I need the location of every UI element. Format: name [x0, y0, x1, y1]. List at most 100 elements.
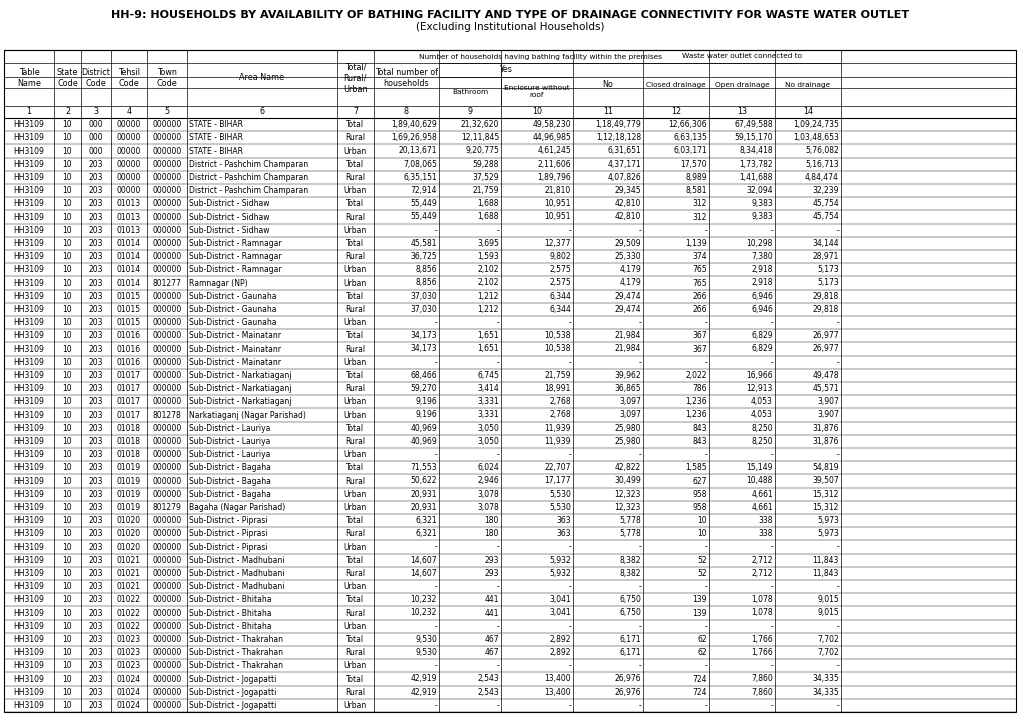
Text: 1,688: 1,688: [477, 199, 498, 208]
Text: 00000: 00000: [117, 120, 141, 129]
Text: District - Pashchim Champaran: District - Pashchim Champaran: [189, 186, 308, 195]
Text: 363: 363: [555, 516, 571, 525]
Text: 203: 203: [89, 344, 103, 354]
Text: 2,892: 2,892: [549, 635, 571, 644]
Text: -: -: [638, 701, 640, 710]
Text: -: -: [568, 661, 571, 670]
Text: 9,383: 9,383: [751, 212, 772, 222]
Text: Total: Total: [346, 556, 364, 564]
Text: 10: 10: [62, 582, 72, 591]
Text: 786: 786: [692, 384, 706, 393]
Text: Total: Total: [346, 463, 364, 472]
Text: 10,298: 10,298: [746, 239, 772, 248]
Text: 49,478: 49,478: [811, 371, 839, 380]
Text: 203: 203: [89, 371, 103, 380]
Text: Waste water outlet connected to: Waste water outlet connected to: [682, 53, 801, 60]
Text: 21,759: 21,759: [544, 371, 571, 380]
Text: 8: 8: [404, 107, 409, 117]
Text: 3,050: 3,050: [477, 423, 498, 433]
Text: 10: 10: [62, 384, 72, 393]
Text: 13: 13: [737, 107, 746, 117]
Text: HH3109: HH3109: [13, 358, 45, 366]
Text: 9,802: 9,802: [549, 252, 571, 261]
Text: 2,102: 2,102: [477, 265, 498, 274]
Text: 5,530: 5,530: [548, 503, 571, 512]
Text: 203: 203: [89, 186, 103, 195]
Text: Sub-District - Narkatiaganj: Sub-District - Narkatiaganj: [189, 384, 291, 393]
Text: 50,622: 50,622: [410, 477, 436, 485]
Text: Number of households having bathing facility within the premises: Number of households having bathing faci…: [419, 53, 662, 60]
Text: 203: 203: [89, 661, 103, 670]
Text: HH3109: HH3109: [13, 463, 45, 472]
Text: 3,078: 3,078: [477, 490, 498, 499]
Text: 29,474: 29,474: [613, 305, 640, 314]
Text: -: -: [836, 358, 839, 366]
Text: HH-9: HOUSEHOLDS BY AVAILABILITY OF BATHING FACILITY AND TYPE OF DRAINAGE CONNEC: HH-9: HOUSEHOLDS BY AVAILABILITY OF BATH…: [111, 10, 908, 20]
Text: 1,212: 1,212: [477, 292, 498, 301]
Text: 1,651: 1,651: [477, 344, 498, 354]
Text: 9,196: 9,196: [415, 397, 436, 406]
Text: 01013: 01013: [117, 212, 141, 222]
Text: Yes: Yes: [499, 66, 512, 74]
Text: 4,37,171: 4,37,171: [606, 160, 640, 168]
Text: 6,946: 6,946: [750, 292, 772, 301]
Text: Urban: Urban: [343, 279, 367, 287]
Text: 441: 441: [484, 595, 498, 604]
Text: Bathroom: Bathroom: [451, 89, 488, 94]
Text: Sub-District - Narkatiaganj: Sub-District - Narkatiaganj: [189, 397, 291, 406]
Text: 3,331: 3,331: [477, 410, 498, 420]
Text: 10: 10: [62, 608, 72, 618]
Text: Narkatiaganj (Nagar Parishad): Narkatiaganj (Nagar Parishad): [189, 410, 306, 420]
Text: 10: 10: [62, 490, 72, 499]
Text: 12,913: 12,913: [746, 384, 772, 393]
Text: 4,61,245: 4,61,245: [537, 146, 571, 156]
Text: 441: 441: [484, 608, 498, 618]
Text: 338: 338: [758, 516, 772, 525]
Text: -: -: [568, 450, 571, 459]
Text: 765: 765: [692, 279, 706, 287]
Text: 203: 203: [89, 252, 103, 261]
Text: 4,661: 4,661: [751, 490, 772, 499]
Text: 01016: 01016: [117, 358, 141, 366]
Text: Total: Total: [346, 371, 364, 380]
Text: 8,856: 8,856: [415, 279, 436, 287]
Text: Sub-District - Bagaha: Sub-District - Bagaha: [189, 477, 271, 485]
Text: Total: Total: [346, 239, 364, 248]
Text: 203: 203: [89, 279, 103, 287]
Text: 32,239: 32,239: [812, 186, 839, 195]
Text: Sub-District - Narkatiaganj: Sub-District - Narkatiaganj: [189, 371, 291, 380]
Text: 000000: 000000: [152, 292, 181, 301]
Text: -: -: [769, 701, 772, 710]
Text: 10: 10: [62, 160, 72, 168]
Text: 01016: 01016: [117, 344, 141, 354]
Text: 801278: 801278: [153, 410, 181, 420]
Text: 000000: 000000: [152, 661, 181, 670]
Text: 180: 180: [484, 516, 498, 525]
Text: 1,078: 1,078: [751, 595, 772, 604]
Text: 14: 14: [802, 107, 812, 117]
Text: Urban: Urban: [343, 542, 367, 552]
Text: 000000: 000000: [152, 225, 181, 235]
Text: 2,712: 2,712: [751, 556, 772, 564]
Text: Sub-District - Madhubani: Sub-District - Madhubani: [189, 569, 284, 578]
Text: Rural: Rural: [345, 173, 365, 182]
Text: 39,507: 39,507: [811, 477, 839, 485]
Text: 9,015: 9,015: [816, 608, 839, 618]
Text: HH3109: HH3109: [13, 225, 45, 235]
Text: 10: 10: [697, 529, 706, 539]
Text: Rural: Rural: [345, 252, 365, 261]
Text: 000000: 000000: [152, 701, 181, 710]
Text: 12,323: 12,323: [614, 490, 640, 499]
Text: 34,173: 34,173: [410, 331, 436, 341]
Text: Urban: Urban: [343, 503, 367, 512]
Text: -: -: [434, 450, 436, 459]
Text: HH3109: HH3109: [13, 133, 45, 143]
Text: HH3109: HH3109: [13, 265, 45, 274]
Text: -: -: [496, 542, 498, 552]
Text: Sub-District - Bagaha: Sub-District - Bagaha: [189, 463, 271, 472]
Text: 17,177: 17,177: [544, 477, 571, 485]
Text: Urban: Urban: [343, 490, 367, 499]
Text: 000: 000: [89, 133, 103, 143]
Text: 203: 203: [89, 569, 103, 578]
Text: Area Name: Area Name: [239, 73, 284, 83]
